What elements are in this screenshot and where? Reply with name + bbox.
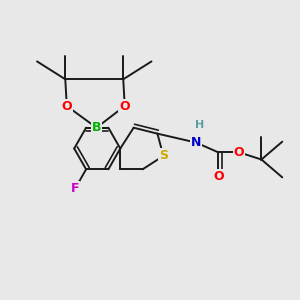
Text: S: S (159, 149, 168, 162)
Text: F: F (71, 182, 79, 195)
Text: O: O (119, 100, 130, 112)
Text: B: B (92, 121, 101, 134)
Text: H: H (195, 120, 204, 130)
Text: N: N (191, 136, 201, 149)
Text: O: O (213, 170, 224, 183)
Text: O: O (234, 146, 244, 159)
Text: O: O (61, 100, 72, 112)
